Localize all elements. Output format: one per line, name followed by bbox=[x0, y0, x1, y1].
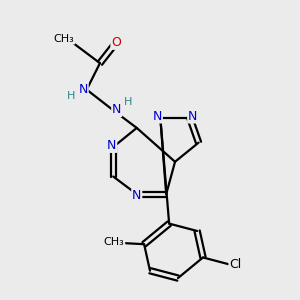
Text: N: N bbox=[153, 110, 162, 123]
Text: N: N bbox=[107, 139, 116, 152]
Text: CH₃: CH₃ bbox=[54, 34, 74, 44]
Text: N: N bbox=[79, 82, 88, 95]
Text: N: N bbox=[132, 189, 141, 202]
Text: N: N bbox=[112, 103, 122, 116]
Text: O: O bbox=[111, 36, 121, 49]
Text: N: N bbox=[188, 110, 197, 123]
Text: H: H bbox=[124, 97, 133, 107]
Text: Cl: Cl bbox=[229, 258, 242, 271]
Text: H: H bbox=[67, 91, 76, 101]
Text: CH₃: CH₃ bbox=[104, 237, 124, 247]
